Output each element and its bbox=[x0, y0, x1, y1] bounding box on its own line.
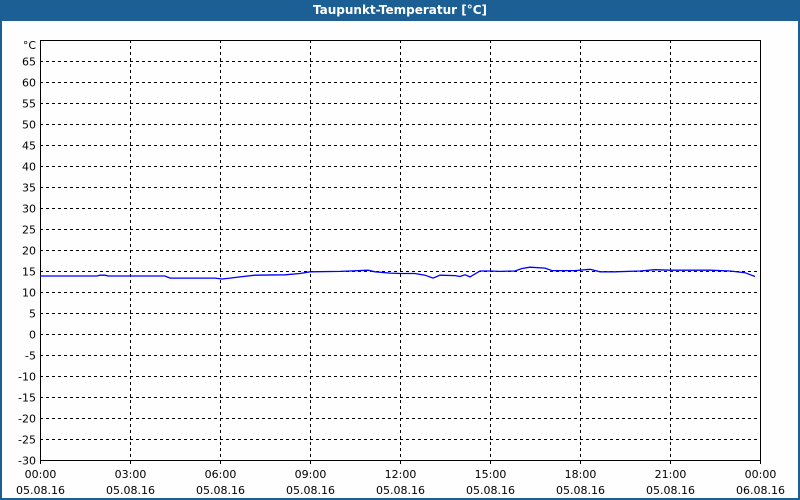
x-tick-time: 15:00 bbox=[475, 468, 507, 481]
x-tick-time: 18:00 bbox=[565, 468, 597, 481]
x-tick-date: 05.08.16 bbox=[16, 484, 65, 497]
y-tick-label: 0 bbox=[29, 329, 36, 342]
chart-title: Taupunkt-Temperatur [°C] bbox=[2, 0, 798, 21]
y-tick-label: 35 bbox=[22, 182, 36, 195]
x-tick-date: 05.08.16 bbox=[646, 484, 695, 497]
x-tick-time: 09:00 bbox=[295, 468, 327, 481]
y-tick-label: -15 bbox=[18, 392, 36, 405]
x-tick-date: 05.08.16 bbox=[376, 484, 425, 497]
y-tick-label: 45 bbox=[22, 140, 36, 153]
x-tick-time: 21:00 bbox=[655, 468, 687, 481]
y-tick-label: 40 bbox=[22, 161, 36, 174]
y-tick-label: 50 bbox=[22, 119, 36, 132]
y-tick-label: 20 bbox=[22, 245, 36, 258]
x-tick-time: 00:00 bbox=[25, 468, 57, 481]
y-tick-label: -5 bbox=[25, 350, 36, 363]
x-tick-date: 05.08.16 bbox=[286, 484, 335, 497]
x-tick-time: 03:00 bbox=[115, 468, 147, 481]
y-axis-unit: °C bbox=[23, 39, 37, 52]
y-tick-label: -10 bbox=[18, 371, 36, 384]
x-tick-time: 06:00 bbox=[205, 468, 237, 481]
y-tick-label: -25 bbox=[18, 434, 36, 447]
x-tick-date: 05.08.16 bbox=[106, 484, 155, 497]
y-tick-label: 10 bbox=[22, 287, 36, 300]
x-tick-date: 05.08.16 bbox=[556, 484, 605, 497]
y-tick-label: -30 bbox=[18, 455, 36, 468]
y-tick-label: 25 bbox=[22, 224, 36, 237]
x-tick-date: 05.08.16 bbox=[196, 484, 245, 497]
y-tick-label: 55 bbox=[22, 98, 36, 111]
y-tick-label: 15 bbox=[22, 266, 36, 279]
dewpoint-series-line bbox=[40, 266, 756, 280]
x-tick-date: 05.08.16 bbox=[466, 484, 515, 497]
y-tick-label: 65 bbox=[22, 56, 36, 69]
x-tick-time: 00:00 bbox=[745, 468, 777, 481]
y-tick-label: 5 bbox=[29, 308, 36, 321]
plot-frame bbox=[40, 40, 761, 461]
x-tick-date: 06.08.16 bbox=[736, 484, 785, 497]
y-tick-label: 60 bbox=[22, 77, 36, 90]
y-tick-label: -20 bbox=[18, 413, 36, 426]
y-tick-label: 30 bbox=[22, 203, 36, 216]
x-tick-time: 12:00 bbox=[385, 468, 417, 481]
